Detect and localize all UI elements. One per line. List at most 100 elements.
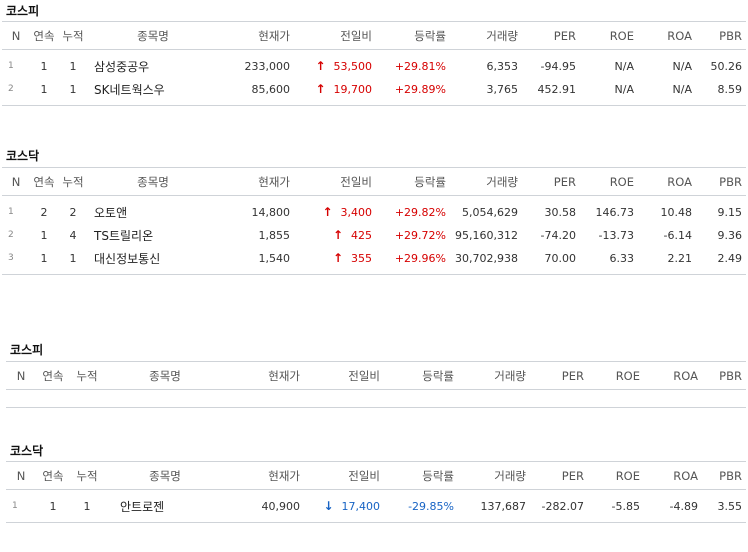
per-value: -74.20 [540,228,576,242]
col-header-change[interactable]: 전일비 [294,167,376,196]
section-title-kosdaq-lower: 코스닥 [10,444,44,458]
price-change: ↑ 3,400 [294,201,376,224]
current-price: 14,800 [251,205,291,219]
col-header-volume[interactable]: 거래량 [450,21,522,50]
col-header-volume[interactable]: 거래량 [450,167,522,196]
col-header-roa[interactable]: ROA [638,21,696,50]
stock-name-link[interactable]: SK네트웍스우 [94,82,165,97]
col-header-change[interactable]: 전일비 [304,461,384,490]
col-header-pbr[interactable]: PBR [702,361,746,390]
col-header-n[interactable]: N [6,461,36,490]
empty-table-divider [6,407,746,408]
col-header-total[interactable]: 누적 [70,361,104,390]
col-header-roe[interactable]: ROE [588,361,644,390]
col-header-n[interactable]: N [2,167,30,196]
col-header-roe[interactable]: ROE [580,167,638,196]
col-header-per[interactable]: PER [530,461,588,490]
col-header-n[interactable]: N [2,21,30,50]
col-header-roa[interactable]: ROA [644,361,702,390]
col-header-roe[interactable]: ROE [580,21,638,50]
col-header-roa[interactable]: ROA [644,461,702,490]
streak-count: 1 [40,59,48,73]
roe-value: 146.73 [595,205,635,219]
roa-value: -4.89 [669,499,698,513]
price-change: ↑ 425 [294,224,376,247]
col-header-total[interactable]: 누적 [58,167,88,196]
pbr-value: 3.55 [717,499,743,513]
col-header-streak[interactable]: 연속 [30,21,58,50]
table-kosdaq-upper: N 연속 누적 종목명 현재가 전일비 등락률 거래량 PER ROE ROA … [2,167,746,275]
arrow-up-icon: ↑ [315,82,326,96]
current-price: 1,540 [258,251,291,265]
col-header-per[interactable]: PER [530,361,588,390]
roe-value: -5.85 [611,499,640,513]
col-header-volume[interactable]: 거래량 [458,461,530,490]
stock-name-link[interactable]: 삼성중공우 [94,59,150,74]
col-header-streak[interactable]: 연속 [36,461,70,490]
per-value: 452.91 [537,82,577,96]
col-header-price[interactable]: 현재가 [230,461,304,490]
pbr-value: 8.59 [717,82,743,96]
trade-volume: 95,160,312 [455,228,518,242]
col-header-change[interactable]: 전일비 [304,361,384,390]
col-header-rate[interactable]: 등락률 [384,461,458,490]
rank-number: 2 [8,84,14,94]
col-header-change[interactable]: 전일비 [294,21,376,50]
roe-value: 6.33 [609,251,635,265]
col-header-per[interactable]: PER [522,167,580,196]
col-header-volume[interactable]: 거래량 [458,361,530,390]
price-change-value: 53,500 [333,60,373,73]
rank-number: 1 [12,501,18,511]
trade-volume: 30,702,938 [455,251,518,265]
stock-name-link[interactable]: 대신정보통신 [94,251,161,266]
price-change-value: 19,700 [333,83,373,96]
col-header-name[interactable]: 종목명 [104,461,230,490]
per-value: 30.58 [544,205,577,219]
streak-count: 1 [40,228,48,242]
col-header-pbr[interactable]: PBR [702,461,746,490]
col-header-streak[interactable]: 연속 [36,361,70,390]
col-header-price[interactable]: 현재가 [230,361,304,390]
section-title-kosdaq-upper: 코스닥 [6,149,40,163]
price-change-value: 3,400 [340,206,373,219]
table-row: 1 1 1 삼성중공우 233,000 ↑ 53,500 +29.81% 6,35… [2,55,746,78]
stock-name-link[interactable]: 안트로젠 [120,499,165,514]
col-header-per[interactable]: PER [522,21,580,50]
col-header-rate[interactable]: 등락률 [376,21,450,50]
col-header-roe[interactable]: ROE [588,461,644,490]
col-header-rate[interactable]: 등락률 [384,361,458,390]
col-header-name[interactable]: 종목명 [88,21,222,50]
table-row: 2 1 1 SK네트웍스우 85,600 ↑ 19,700 +29.89% 3,7… [2,78,746,101]
col-header-total[interactable]: 누적 [70,461,104,490]
per-value: -282.07 [541,499,584,513]
col-header-total[interactable]: 누적 [58,21,88,50]
total-count: 4 [69,228,77,242]
pbr-value: 9.36 [717,228,743,242]
table-row: 1 2 2 오토앤 14,800 ↑ 3,400 +29.82% 5,054,62… [2,201,746,224]
col-header-price[interactable]: 현재가 [222,21,294,50]
table-kosdaq-lower: N 연속 누적 종목명 현재가 전일비 등락률 거래량 PER ROE ROA … [6,461,746,523]
table-row: 1 1 1 안트로젠 40,900 ↓ 17,400 -29.85% 137,68… [6,495,746,518]
pbr-value: 50.26 [710,59,743,73]
stock-name-link[interactable]: 오토앤 [94,205,128,220]
table-header-row: N 연속 누적 종목명 현재가 전일비 등락률 거래량 PER ROE ROA … [2,21,746,50]
price-change-value: 355 [351,252,372,265]
roe-value: N/A [614,82,634,96]
col-header-streak[interactable]: 연속 [30,167,58,196]
col-header-name[interactable]: 종목명 [104,361,230,390]
table-kospi-lower: N 연속 누적 종목명 현재가 전일비 등락률 거래량 PER ROE ROA … [6,361,746,390]
col-header-roa[interactable]: ROA [638,167,696,196]
table-kospi-upper: N 연속 누적 종목명 현재가 전일비 등락률 거래량 PER ROE ROA … [2,21,746,106]
col-header-pbr[interactable]: PBR [696,21,746,50]
col-header-price[interactable]: 현재가 [222,167,294,196]
arrow-up-icon: ↑ [315,59,326,73]
total-count: 1 [69,82,77,96]
roa-value: 10.48 [660,205,693,219]
col-header-pbr[interactable]: PBR [696,167,746,196]
col-header-rate[interactable]: 등락률 [376,167,450,196]
stock-name-link[interactable]: TS트릴리온 [94,228,154,243]
col-header-n[interactable]: N [6,361,36,390]
roe-value: N/A [614,59,634,73]
per-value: -94.95 [540,59,576,73]
col-header-name[interactable]: 종목명 [88,167,222,196]
